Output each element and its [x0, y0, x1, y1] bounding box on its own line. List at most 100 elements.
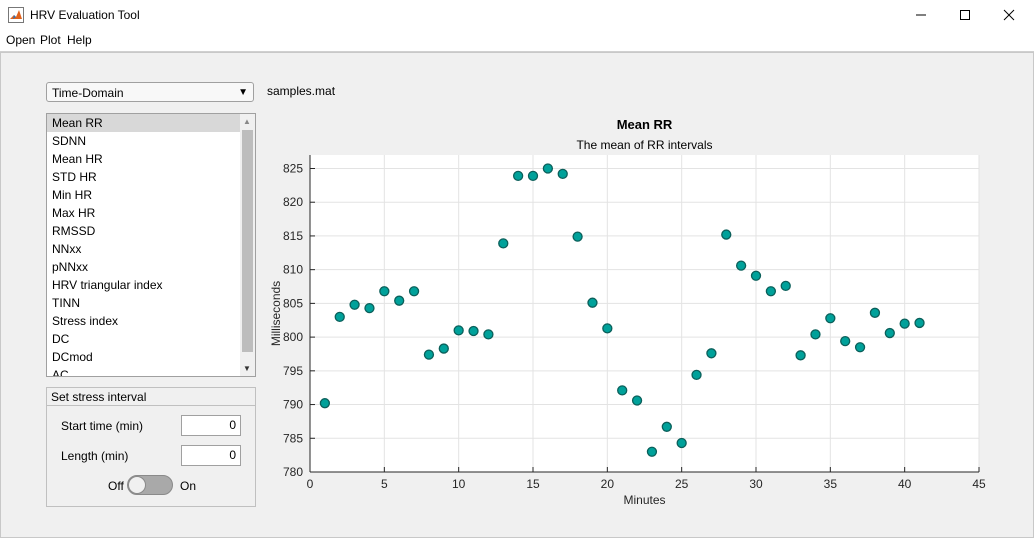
y-tick-label: 820	[283, 195, 303, 209]
stress-toggle-switch[interactable]	[127, 475, 173, 495]
minimize-icon	[916, 14, 926, 16]
list-item[interactable]: Max HR	[52, 206, 96, 220]
menu-help[interactable]: Help	[67, 33, 92, 47]
x-tick-label: 45	[972, 477, 986, 491]
data-point	[646, 446, 658, 457]
data-point	[587, 297, 598, 308]
y-tick-label: 780	[283, 465, 303, 479]
menu-plot[interactable]: Plot	[40, 33, 61, 47]
maximize-button[interactable]	[942, 0, 988, 30]
data-point	[735, 260, 747, 271]
menu-open[interactable]: Open	[6, 33, 36, 47]
list-item[interactable]: pNNxx	[52, 260, 89, 274]
chart-title: Mean RR	[617, 117, 673, 132]
x-tick-label: 30	[749, 477, 763, 491]
x-tick-label: 35	[824, 477, 838, 491]
data-point	[527, 170, 539, 182]
analysis-type-dropdown[interactable]: Time-Domain ▼	[46, 82, 254, 102]
list-item[interactable]: Stress index	[52, 314, 119, 328]
list-item[interactable]: DC	[52, 332, 70, 346]
matlab-app-icon	[8, 7, 24, 23]
data-point	[602, 323, 613, 334]
list-item[interactable]: Min HR	[52, 188, 93, 202]
window-title: HRV Evaluation Tool	[30, 8, 140, 22]
list-item[interactable]: DCmod	[52, 350, 93, 364]
data-point	[631, 395, 643, 406]
x-tick-label: 40	[898, 477, 912, 491]
data-point	[617, 385, 628, 396]
x-tick-label: 15	[526, 477, 540, 491]
chart-subtitle: The mean of RR intervals	[576, 138, 712, 152]
switch-knob[interactable]	[128, 476, 146, 494]
data-point	[721, 229, 732, 240]
mean-rr-chart: 0 5 10 15 20 25 30 35 40 45 780 785 790 795 800 805 810 8…	[269, 117, 986, 507]
data-point	[349, 299, 360, 310]
list-item[interactable]: AC	[52, 368, 69, 377]
data-point	[557, 168, 568, 180]
y-axis-label: Milliseconds	[269, 281, 283, 346]
minimize-button[interactable]	[898, 0, 944, 30]
data-point	[840, 336, 851, 347]
data-point	[572, 231, 583, 242]
data-point	[423, 349, 435, 360]
switch-off-label: Off	[108, 479, 124, 493]
close-button[interactable]	[986, 0, 1032, 30]
maximize-icon	[960, 10, 970, 20]
switch-on-label: On	[180, 479, 197, 493]
title-bar: HRV Evaluation Tool	[0, 0, 1034, 30]
length-label: Length (min)	[61, 449, 129, 463]
data-point	[334, 311, 345, 323]
data-point	[408, 286, 420, 297]
scroll-down-icon[interactable]: ▼	[243, 364, 251, 373]
data-point	[810, 329, 821, 340]
plot-area	[310, 155, 979, 472]
scroll-thumb[interactable]	[242, 130, 253, 352]
data-point	[483, 329, 494, 340]
list-item[interactable]: NNxx	[52, 242, 82, 256]
list-item[interactable]: RMSSD	[52, 224, 96, 238]
data-point	[498, 238, 509, 249]
list-item[interactable]: Mean HR	[52, 152, 103, 166]
data-point	[780, 280, 791, 291]
y-tick-label: 800	[283, 330, 303, 344]
data-point	[884, 327, 895, 339]
y-tick-label: 825	[283, 161, 303, 175]
data-point	[750, 270, 762, 281]
length-input[interactable]: 0	[181, 445, 241, 466]
y-tick-label: 810	[283, 263, 303, 277]
data-point	[765, 286, 777, 297]
menu-bar: Open Plot Help	[0, 30, 1034, 52]
list-item[interactable]: HRV triangular index	[52, 278, 163, 292]
data-point	[691, 369, 702, 381]
y-tick-label: 815	[283, 229, 303, 243]
data-point	[869, 307, 881, 318]
list-item[interactable]: Mean RR	[47, 114, 240, 132]
loaded-file-name: samples.mat	[267, 84, 336, 98]
data-point	[319, 398, 331, 409]
data-point	[379, 286, 390, 297]
chevron-down-icon: ▼	[238, 87, 248, 98]
data-point	[854, 342, 866, 353]
measure-listbox[interactable]: Mean RR SDNN Mean HR STD HR Min HR Max HR RMSS…	[46, 113, 256, 377]
x-tick-label: 0	[307, 477, 314, 491]
x-tick-label: 5	[381, 477, 388, 491]
data-point	[899, 318, 910, 329]
x-axis-label: Minutes	[623, 493, 665, 507]
data-point	[394, 295, 405, 306]
close-icon	[1003, 9, 1015, 21]
data-point	[542, 163, 554, 174]
start-time-label: Start time (min)	[61, 419, 144, 433]
data-point	[706, 348, 717, 359]
start-time-input[interactable]: 0	[181, 415, 241, 436]
y-tick-label: 795	[283, 364, 303, 378]
data-point	[795, 350, 806, 361]
data-point	[661, 421, 672, 432]
list-item[interactable]: SDNN	[52, 134, 87, 148]
x-tick-label: 25	[675, 477, 689, 491]
list-item[interactable]: STD HR	[52, 170, 97, 184]
x-tick-label: 10	[452, 477, 466, 491]
listbox-scrollbar[interactable]: ▲ ▼	[240, 114, 255, 376]
x-tick-label: 20	[601, 477, 615, 491]
list-item[interactable]: TINN	[52, 296, 80, 310]
scroll-up-icon[interactable]: ▲	[243, 117, 251, 126]
